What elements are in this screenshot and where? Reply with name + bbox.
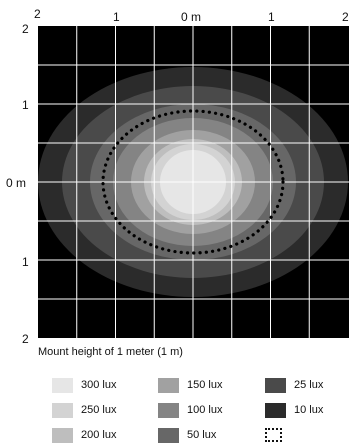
- legend-label: 250 lux: [81, 404, 117, 416]
- legend-label: 200 lux: [81, 429, 117, 441]
- plot-caption: Mount height of 1 meter (1 m): [38, 346, 183, 358]
- top-tick-label: 1: [268, 10, 275, 24]
- legend-swatch: [52, 428, 73, 443]
- top-tick-label: 1: [113, 10, 120, 24]
- legend-swatch: [158, 378, 179, 393]
- legend-label: 10 lux: [294, 404, 324, 416]
- legend-swatch: [158, 403, 179, 418]
- left-tick-label: 0 m: [6, 176, 27, 190]
- illuminance-diagram: [38, 26, 349, 338]
- legend-swatch: [265, 403, 286, 418]
- left-tick-label: 2: [22, 332, 29, 346]
- left-tick-label: 2: [22, 22, 29, 36]
- illuminance-plot: [38, 26, 349, 338]
- top-tick-label: 2: [34, 7, 41, 21]
- legend-swatch: [265, 378, 286, 393]
- legend-label: 150 lux: [187, 379, 223, 391]
- legend-label: 100 lux: [187, 404, 223, 416]
- legend-label: 50 lux: [187, 429, 217, 441]
- legend-swatch: [52, 403, 73, 418]
- legend-label: 300 lux: [81, 379, 117, 391]
- left-tick-label: 1: [22, 255, 29, 269]
- dotted-outline: [101, 109, 285, 255]
- top-tick-label: 0 m: [181, 10, 202, 24]
- legend-swatch: [158, 428, 179, 443]
- left-tick-label: 1: [22, 98, 29, 112]
- top-tick-label: 2: [342, 10, 349, 24]
- legend-swatch: [52, 378, 73, 393]
- dotted-outline-icon: [265, 428, 282, 442]
- grid-lines: [38, 26, 349, 338]
- legend-label: 25 lux: [294, 379, 324, 391]
